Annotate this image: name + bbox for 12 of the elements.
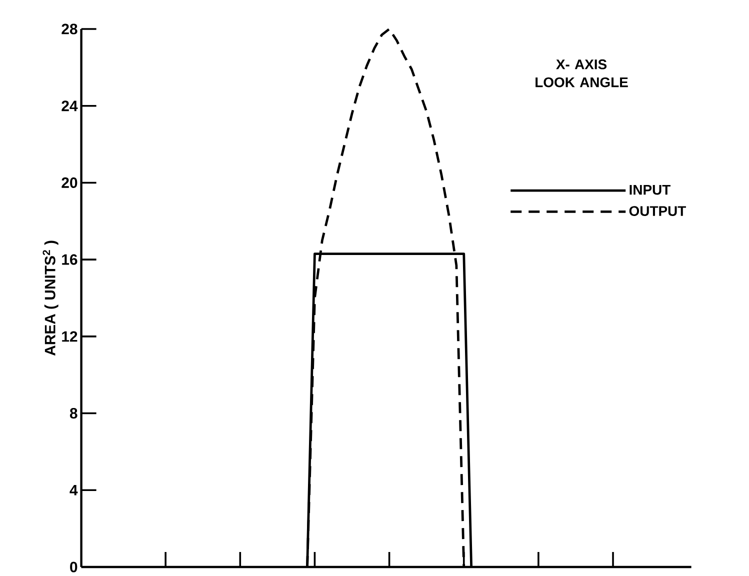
y-tick-label: 8 bbox=[70, 408, 78, 419]
y-tick-label: 16 bbox=[62, 254, 78, 265]
y-tick-label: 4 bbox=[70, 485, 78, 496]
y-tick-label: 24 bbox=[62, 100, 78, 112]
annotation: X- AXIS LOOK ANGLE bbox=[536, 59, 628, 88]
text: OUTPUT bbox=[629, 206, 686, 216]
y-axis-title: AREA ( UNITS$^{2}$ ) bbox=[42, 240, 58, 356]
text: INPUT bbox=[630, 185, 670, 195]
y-tick-label: 28 bbox=[62, 24, 78, 34]
y-tick-label: 12 bbox=[62, 331, 78, 342]
y-tick-label: 0 bbox=[70, 562, 78, 572]
y-tick-label: 20 bbox=[62, 177, 78, 188]
